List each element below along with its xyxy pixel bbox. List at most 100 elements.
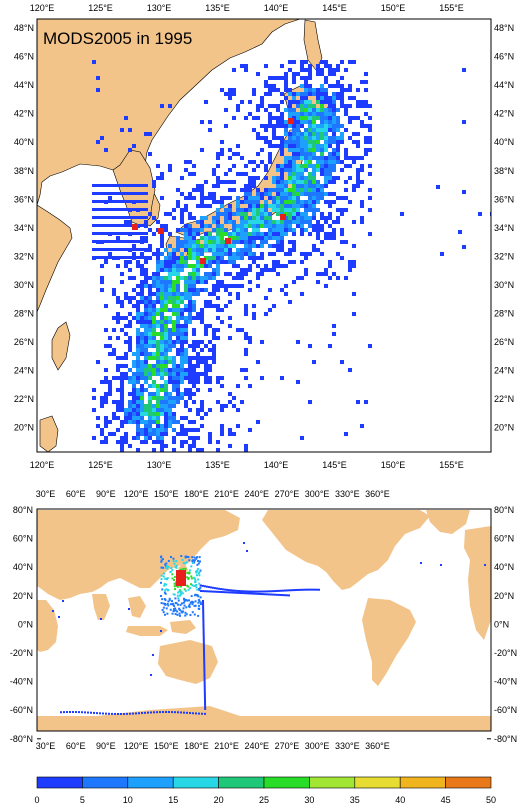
density-cell xyxy=(124,408,128,412)
global-y-tick-label: 80°N xyxy=(494,505,514,515)
density-cell xyxy=(300,232,304,236)
density-cell xyxy=(148,400,152,404)
density-cell xyxy=(152,304,156,308)
density-cell xyxy=(132,372,136,376)
density-cell xyxy=(179,614,182,617)
density-cell xyxy=(132,240,136,243)
density-cell xyxy=(316,124,320,128)
density-cell xyxy=(128,200,132,203)
density-cell xyxy=(284,164,288,168)
density-cell xyxy=(328,224,332,228)
density-cell xyxy=(148,392,152,396)
density-cell xyxy=(242,590,244,593)
density-cell xyxy=(140,396,144,400)
density-cell xyxy=(116,364,120,368)
density-cell xyxy=(276,108,280,112)
density-cell xyxy=(268,92,272,96)
density-cell xyxy=(212,268,216,272)
density-cell xyxy=(144,216,148,219)
density-cell xyxy=(276,228,280,232)
density-cell xyxy=(144,336,148,340)
density-cell xyxy=(292,180,296,184)
density-cell xyxy=(196,312,200,316)
density-cell xyxy=(324,184,328,188)
density-cell xyxy=(192,284,196,288)
density-cell xyxy=(360,204,364,208)
density-cell xyxy=(236,589,238,592)
density-cell xyxy=(344,196,348,200)
density-cell xyxy=(183,600,186,603)
density-cell xyxy=(128,324,132,328)
density-cell xyxy=(198,582,201,585)
density-cell xyxy=(244,208,248,212)
density-cell xyxy=(276,200,280,204)
density-cell xyxy=(264,232,268,236)
density-cell xyxy=(243,542,245,544)
density-cell xyxy=(304,140,308,144)
density-cell xyxy=(320,116,324,120)
density-cell xyxy=(304,112,308,116)
density-cell xyxy=(280,112,284,116)
density-cell xyxy=(136,432,140,436)
density-cell xyxy=(288,260,292,264)
density-cell xyxy=(308,192,312,196)
density-cell xyxy=(99,712,101,715)
density-cell xyxy=(196,428,200,432)
density-cell xyxy=(188,316,192,320)
density-cell xyxy=(172,208,176,212)
density-cell xyxy=(364,152,368,156)
density-cell xyxy=(260,216,264,220)
density-cell xyxy=(252,220,256,224)
density-cell xyxy=(284,264,288,268)
density-cell xyxy=(304,188,308,192)
density-cell xyxy=(244,332,248,336)
density-cell xyxy=(316,208,320,212)
density-cell xyxy=(212,260,216,264)
density-cell xyxy=(164,396,168,400)
density-cell xyxy=(196,260,200,264)
density-cell xyxy=(140,352,144,356)
regional-x-tick-label: 120°E xyxy=(30,460,55,470)
density-cell xyxy=(420,562,422,564)
density-cell xyxy=(196,228,200,232)
density-cell xyxy=(264,140,268,144)
density-cell xyxy=(108,252,112,256)
density-cell xyxy=(168,424,172,428)
density-cell xyxy=(340,208,344,212)
density-cell xyxy=(352,220,356,224)
density-cell xyxy=(116,336,120,340)
density-cell xyxy=(232,276,236,280)
density-cell xyxy=(316,196,320,200)
density-cell xyxy=(324,100,328,104)
density-cell xyxy=(180,212,184,216)
density-cell xyxy=(124,416,128,420)
density-cell xyxy=(254,590,256,593)
density-cell xyxy=(156,388,160,392)
density-cell xyxy=(360,156,364,160)
density-cell xyxy=(292,216,296,220)
density-cell xyxy=(244,184,248,188)
density-cell xyxy=(108,224,112,227)
density-cell xyxy=(187,588,190,591)
density-cell xyxy=(240,188,244,192)
density-cell xyxy=(160,296,164,300)
density-cell xyxy=(170,600,173,603)
density-cell xyxy=(304,268,308,272)
colorbar-tick-label: 25 xyxy=(259,795,269,805)
density-cell xyxy=(216,228,220,232)
density-cell xyxy=(328,144,332,148)
density-cell xyxy=(208,224,212,228)
density-cell xyxy=(160,384,164,388)
density-cell xyxy=(172,428,176,432)
density-cell xyxy=(368,344,372,348)
density-cell xyxy=(300,188,304,192)
density-cell xyxy=(228,156,232,160)
density-cell xyxy=(244,224,248,228)
regional-y-ticks-right: 48°N46°N44°N42°N40°N38°N36°N34°N32°N30°N… xyxy=(487,23,514,433)
density-cell xyxy=(184,372,188,376)
density-cell xyxy=(176,320,180,324)
density-cell xyxy=(96,256,100,259)
density-cell xyxy=(184,376,188,380)
density-cell xyxy=(104,224,108,227)
density-cell xyxy=(332,68,336,72)
